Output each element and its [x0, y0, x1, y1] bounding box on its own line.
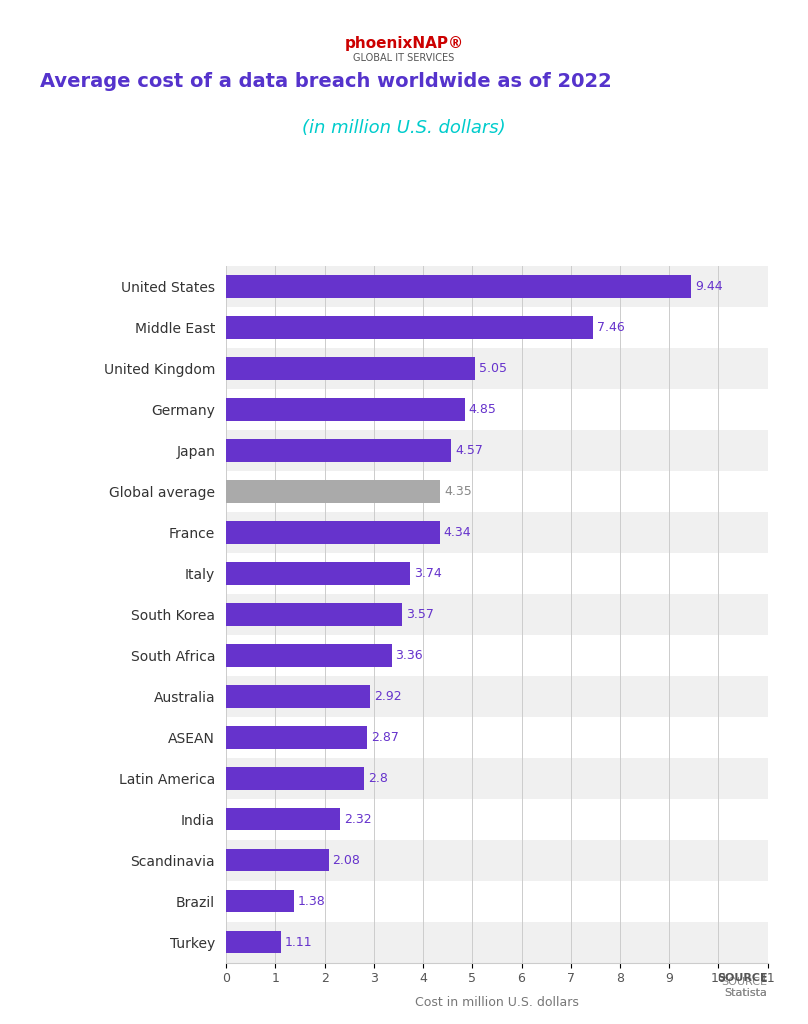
Bar: [226, 676, 768, 717]
Bar: [226, 726, 368, 749]
X-axis label: Cost in million U.S. dollars: Cost in million U.S. dollars: [415, 996, 579, 1010]
Text: 3.74: 3.74: [415, 567, 442, 580]
Bar: [226, 849, 329, 871]
Text: 2.87: 2.87: [372, 731, 399, 743]
Bar: [226, 922, 768, 963]
Bar: [226, 840, 768, 881]
Text: 7.46: 7.46: [597, 322, 625, 334]
Bar: [226, 799, 768, 840]
Text: 1.11: 1.11: [284, 936, 313, 948]
Bar: [226, 480, 440, 503]
Text: phoenixNAP®: phoenixNAP®: [344, 36, 464, 51]
Text: 2.8: 2.8: [368, 772, 388, 784]
Bar: [226, 471, 768, 512]
Bar: [226, 439, 451, 462]
Bar: [226, 767, 364, 790]
Bar: [226, 562, 410, 585]
Text: (in million U.S. dollars): (in million U.S. dollars): [302, 119, 506, 137]
Text: 5.05: 5.05: [478, 362, 507, 375]
Bar: [226, 594, 768, 635]
Text: 2.92: 2.92: [374, 690, 402, 702]
Bar: [226, 266, 768, 307]
Bar: [226, 890, 294, 912]
Text: SOURCE
Statista: SOURCE Statista: [722, 977, 768, 998]
Text: 4.57: 4.57: [455, 444, 483, 457]
Bar: [226, 430, 768, 471]
Text: Statista: Statista: [725, 988, 768, 998]
Bar: [226, 275, 691, 298]
Bar: [226, 635, 768, 676]
Text: GLOBAL IT SERVICES: GLOBAL IT SERVICES: [353, 53, 455, 63]
Text: 4.34: 4.34: [444, 526, 471, 539]
Bar: [226, 389, 768, 430]
Bar: [226, 512, 768, 553]
Bar: [226, 717, 768, 758]
Bar: [226, 603, 402, 626]
Bar: [226, 398, 465, 421]
Text: 2.32: 2.32: [344, 813, 372, 825]
Bar: [226, 316, 593, 339]
Text: 4.35: 4.35: [444, 485, 472, 498]
Bar: [226, 307, 768, 348]
Bar: [226, 931, 281, 953]
Bar: [226, 521, 440, 544]
Bar: [226, 357, 475, 380]
Bar: [226, 644, 392, 667]
Text: 3.57: 3.57: [406, 608, 434, 621]
Text: 2.08: 2.08: [333, 854, 360, 866]
Text: 4.85: 4.85: [469, 403, 497, 416]
Text: SOURCE: SOURCE: [717, 973, 768, 983]
Bar: [226, 685, 370, 708]
Text: 9.44: 9.44: [695, 281, 722, 293]
Bar: [226, 553, 768, 594]
Text: Average cost of a data breach worldwide as of 2022: Average cost of a data breach worldwide …: [40, 73, 612, 91]
Text: 3.36: 3.36: [396, 649, 423, 662]
Bar: [226, 808, 340, 830]
Bar: [226, 758, 768, 799]
Bar: [226, 348, 768, 389]
Bar: [226, 881, 768, 922]
Text: 1.38: 1.38: [298, 895, 326, 907]
